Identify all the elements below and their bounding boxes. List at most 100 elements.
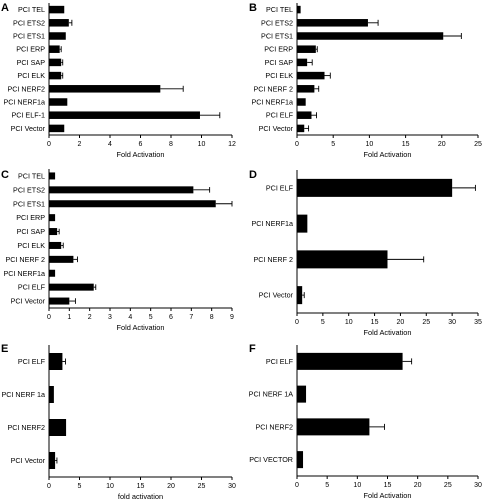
category-label: PCI ETS1 <box>261 32 293 41</box>
x-tick-label: 8 <box>210 314 214 321</box>
x-tick-label: 0 <box>295 482 299 489</box>
bar <box>49 214 56 222</box>
chart-panel-a: A PCI TEL PCI ETS2 PCI ETS1 PCI ERP PCI SAP PC… <box>1 2 236 159</box>
category-label: PCI ELF <box>18 283 46 292</box>
x-tick-label: 30 <box>448 319 456 326</box>
panel-label: E <box>1 343 8 355</box>
x-tick-label: 35 <box>474 319 482 326</box>
category-label: PCI ETS1 <box>13 199 45 208</box>
bar <box>49 200 216 208</box>
x-tick-label: 15 <box>371 319 379 326</box>
category-label: PCI ELK <box>17 241 45 250</box>
x-tick-label: 1 <box>67 314 71 321</box>
x-axis-label: Fold Activation <box>363 491 411 500</box>
x-tick-label: 6 <box>169 314 173 321</box>
bar <box>49 172 56 180</box>
category-label: PCI ETS2 <box>13 18 45 27</box>
category-label: PCI TEL <box>18 171 45 180</box>
bar <box>49 283 94 291</box>
category-label: PCI ELF-1 <box>11 111 45 120</box>
x-axis-label: Fold Activation <box>116 323 164 332</box>
bar <box>297 352 403 370</box>
bar <box>297 5 301 14</box>
x-tick-label: 0 <box>47 314 51 321</box>
category-label: PCI Vector <box>11 297 46 306</box>
category-label: PCI NERF1a <box>3 269 45 278</box>
bar <box>297 286 303 305</box>
x-tick-label: 10 <box>345 319 353 326</box>
x-tick-label: 10 <box>106 483 114 490</box>
bar <box>297 85 315 93</box>
category-label: PCI NERF1a <box>3 98 45 107</box>
bar <box>49 98 68 106</box>
category-label: PCI VECTOR <box>249 455 293 464</box>
bar <box>49 19 69 27</box>
panel-label: A <box>1 2 9 14</box>
category-label: PCI TEL <box>266 5 293 14</box>
x-axis-label: fold activation <box>118 492 163 500</box>
category-label: PCI NERF2 <box>7 84 45 93</box>
category-label: PCI ELK <box>265 71 293 80</box>
chart-panel-b: B PCI TEL PCI ETS2 PCI ETS1 PCI ERP PCI SAP PC… <box>249 2 482 159</box>
category-label: PCI NERF 2 <box>253 84 293 93</box>
category-label: PCI Vector <box>259 124 294 133</box>
bar <box>297 98 306 106</box>
x-axis-label: Fold Activation <box>116 150 164 159</box>
bar <box>49 58 62 67</box>
x-tick-label: 30 <box>228 483 236 490</box>
category-label: PCI NERF 1a <box>1 390 45 399</box>
panel-label: F <box>249 343 256 355</box>
panel-label: B <box>249 2 257 14</box>
x-tick-label: 3 <box>108 314 112 321</box>
chart-panel-c: C PCI TEL PCI ETS2 PCI ETS1 PCI ERP PCI SAP PC… <box>1 169 234 332</box>
category-label: PCI NERF1a <box>251 219 293 228</box>
bar <box>297 214 308 233</box>
x-axis-label: Fold Activation <box>363 150 411 159</box>
category-label: PCI Vector <box>11 124 46 133</box>
x-tick-label: 15 <box>402 141 410 148</box>
x-axis-label: Fold Activation <box>363 328 411 337</box>
bar <box>297 111 312 119</box>
x-tick-label: 6 <box>139 141 143 148</box>
bar <box>49 386 54 403</box>
chart-panel-d: D PCI ELF PCI NERF1a PCI NERF 2 PCI Vector 0 5… <box>249 169 482 337</box>
x-tick-label: 20 <box>397 319 405 326</box>
category-label: PCI NERF2 <box>7 423 45 432</box>
x-tick-label: 12 <box>228 141 236 148</box>
x-tick-label: 10 <box>198 141 206 148</box>
x-tick-label: 15 <box>384 482 392 489</box>
category-label: PCI ELF <box>266 183 294 192</box>
category-label: PCI ELK <box>17 71 45 80</box>
bar <box>49 269 56 277</box>
bar <box>49 255 74 263</box>
bar <box>49 45 60 53</box>
x-tick-label: 25 <box>422 319 430 326</box>
x-tick-label: 25 <box>444 482 452 489</box>
x-tick-label: 5 <box>331 141 335 148</box>
x-tick-label: 0 <box>47 141 51 148</box>
x-tick-label: 25 <box>474 141 482 148</box>
bar <box>49 71 62 80</box>
bar <box>297 385 307 403</box>
x-tick-label: 15 <box>137 483 145 490</box>
bar <box>49 419 67 436</box>
category-label: PCI ELF <box>18 357 46 366</box>
x-tick-label: 2 <box>88 314 92 321</box>
category-label: PCI NERF 2 <box>5 255 45 264</box>
chart-panel-e: E PCI ELF PCI NERF 1a PCI NERF2 PCI Vector 0 5… <box>1 343 236 500</box>
bar <box>49 452 56 469</box>
x-tick-label: 20 <box>414 482 422 489</box>
bar <box>49 228 58 236</box>
category-label: PCI ELF <box>266 111 294 120</box>
x-tick-label: 30 <box>474 482 482 489</box>
bar <box>49 297 70 305</box>
x-tick-label: 5 <box>325 482 329 489</box>
category-label: PCI NERF2 <box>255 422 293 431</box>
category-label: PCI NERF 2 <box>253 255 293 264</box>
category-label: PCI ERP <box>264 45 293 54</box>
bar <box>49 32 66 40</box>
category-label: PCI TEL <box>18 5 45 14</box>
category-label: PCI Vector <box>11 456 46 465</box>
x-tick-label: 7 <box>189 314 193 321</box>
